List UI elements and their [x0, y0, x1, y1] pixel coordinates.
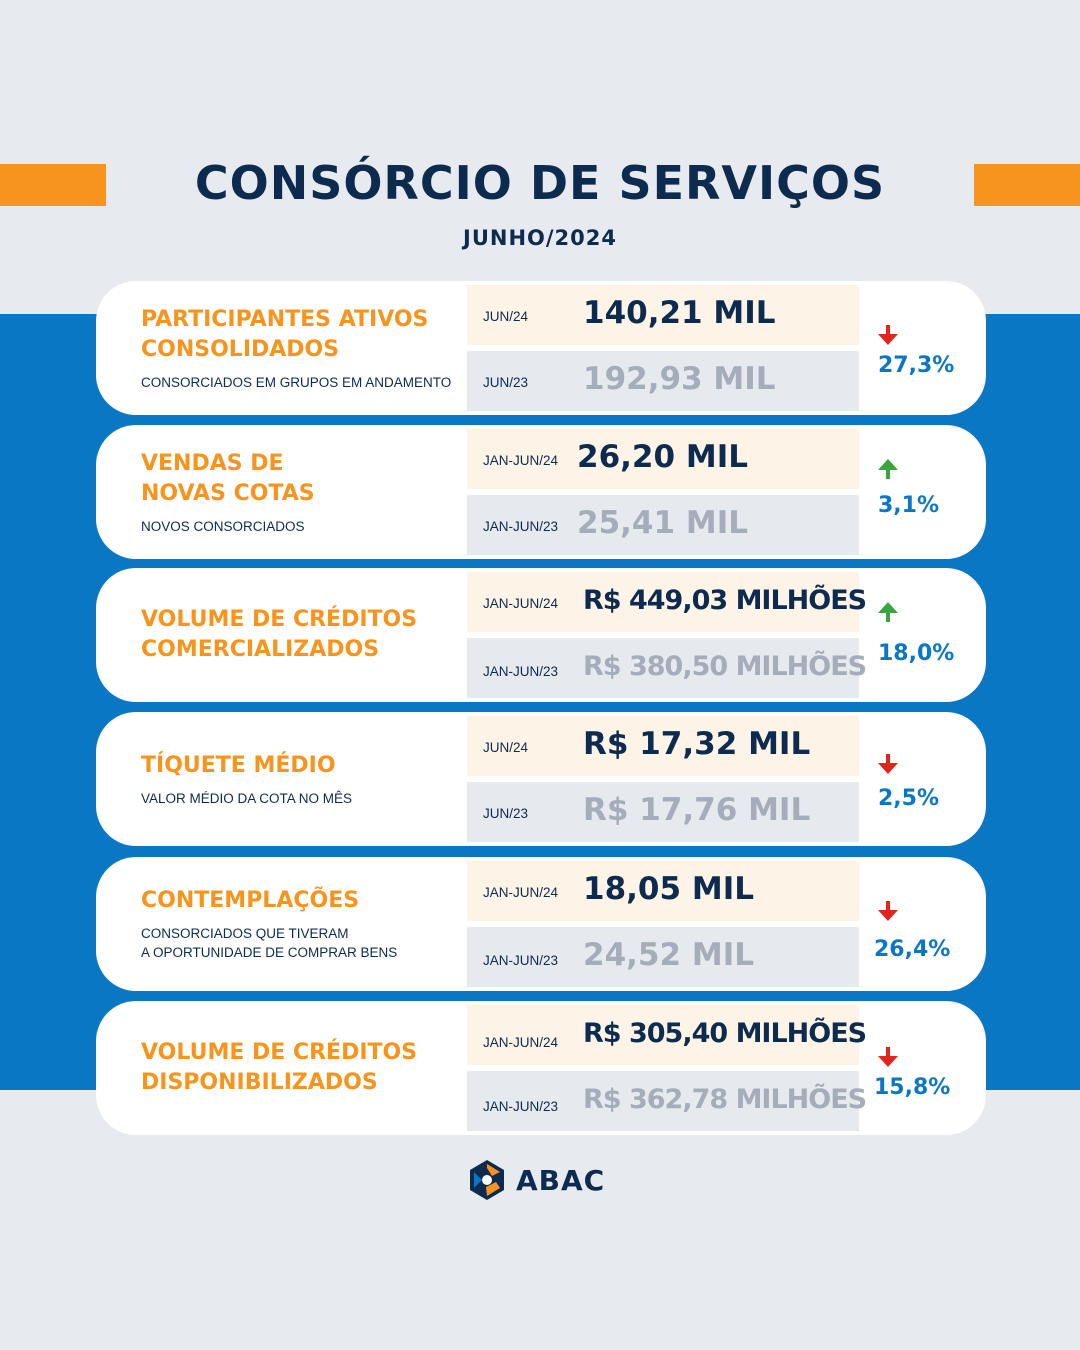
previous-period: JAN-JUN/23 [483, 519, 559, 534]
previous-value: 25,41 MIL [577, 505, 748, 541]
current-value: R$ 449,03 MILHÕES [583, 585, 867, 616]
current-period-row: JAN-JUN/24 R$ 305,40 MILHÕES [467, 1005, 867, 1065]
stat-description: CONSORCIADOS EM GRUPOS EM ANDAMENTO [141, 374, 452, 390]
current-value: 26,20 MIL [577, 439, 748, 475]
change-percentage: 3,1% [878, 493, 940, 518]
right-orange-accent [974, 164, 1080, 206]
previous-period-row: JAN-JUN/23 R$ 362,78 MILHÕES [467, 1071, 867, 1131]
current-period-row: JAN-JUN/24 26,20 MIL [467, 429, 859, 489]
arrow-up-icon [876, 457, 900, 481]
current-period: JUN/24 [483, 740, 529, 755]
arrow-down-icon [876, 1045, 900, 1069]
stat-label: VOLUME DE CRÉDITOS COMERCIALIZADOS [141, 607, 418, 662]
page-title: CONSÓRCIO DE SERVIÇOS [194, 156, 886, 210]
current-period: JAN-JUN/24 [483, 596, 559, 611]
current-value: 18,05 MIL [583, 871, 754, 907]
change-percentage: 2,5% [878, 786, 940, 811]
change-percentage: 27,3% [878, 353, 955, 378]
stat-card-participantes: PARTICIPANTES ATIVOS CONSOLIDADOS CONSOR… [96, 281, 986, 415]
previous-value: 24,52 MIL [583, 937, 754, 973]
abac-logo: ABAC [466, 1158, 616, 1204]
change-percentage: 15,8% [874, 1075, 951, 1100]
stat-label: TÍQUETE MÉDIO [141, 752, 336, 778]
current-value: R$ 17,32 MIL [583, 726, 811, 762]
arrow-down-icon [876, 752, 900, 776]
stat-card-contemplacoes: CONTEMPLAÇÕES CONSORCIADOS QUE TIVERAM A… [96, 857, 986, 991]
arrow-down-icon [876, 899, 900, 923]
stat-card-volume-comercializados: VOLUME DE CRÉDITOS COMERCIALIZADOS JAN-J… [96, 568, 986, 702]
current-period-row: JUN/24 140,21 MIL [467, 285, 859, 345]
previous-period-row: JAN-JUN/23 25,41 MIL [467, 495, 859, 555]
previous-period-row: JUN/23 R$ 17,76 MIL [467, 782, 859, 842]
stat-description: NOVOS CONSORCIADOS [141, 518, 305, 534]
current-period: JUN/24 [483, 309, 529, 324]
abac-logo-text: ABAC [516, 1164, 606, 1197]
previous-value: R$ 362,78 MILHÕES [583, 1084, 867, 1115]
previous-value: R$ 380,50 MILHÕES [583, 651, 867, 682]
current-period-row: JUN/24 R$ 17,32 MIL [467, 716, 859, 776]
previous-period-row: JAN-JUN/23 24,52 MIL [467, 927, 859, 987]
previous-value: R$ 17,76 MIL [583, 792, 811, 828]
previous-period: JAN-JUN/23 [483, 953, 559, 968]
previous-period: JUN/23 [483, 375, 529, 390]
previous-period: JAN-JUN/23 [483, 1099, 559, 1114]
stat-card-tiquete: TÍQUETE MÉDIO VALOR MÉDIO DA COTA NO MÊS… [96, 712, 986, 846]
stat-label: VENDAS DE NOVAS COTAS [141, 450, 315, 506]
change-percentage: 26,4% [874, 937, 951, 962]
previous-value: 192,93 MIL [583, 361, 776, 397]
left-orange-accent [0, 164, 106, 206]
current-period: JAN-JUN/24 [483, 1035, 559, 1050]
previous-period-row: JUN/23 192,93 MIL [467, 351, 859, 411]
stat-card-volume-disponibilizados: VOLUME DE CRÉDITOS DISPONIBILIZADOS JAN-… [96, 1001, 986, 1135]
stat-description: VALOR MÉDIO DA COTA NO MÊS [141, 790, 353, 806]
current-period-row: JAN-JUN/24 R$ 449,03 MILHÕES [467, 572, 867, 632]
arrow-up-icon [876, 600, 900, 624]
stat-label: VOLUME DE CRÉDITOS DISPONIBILIZADOS [141, 1040, 418, 1095]
current-value: 140,21 MIL [583, 295, 776, 331]
stat-label: PARTICIPANTES ATIVOS CONSOLIDADOS [141, 306, 429, 362]
stat-description: CONSORCIADOS QUE TIVERAM A OPORTUNIDADE … [141, 926, 398, 960]
stat-card-vendas: VENDAS DE NOVAS COTAS NOVOS CONSORCIADOS… [96, 425, 986, 559]
current-period: JAN-JUN/24 [483, 453, 559, 468]
previous-period: JAN-JUN/23 [483, 664, 559, 679]
abac-logo-icon [470, 1160, 504, 1200]
page-subtitle: JUNHO/2024 [463, 226, 617, 250]
current-period: JAN-JUN/24 [483, 885, 559, 900]
previous-period: JUN/23 [483, 806, 529, 821]
arrow-down-icon [876, 323, 900, 347]
stat-label: CONTEMPLAÇÕES [141, 888, 360, 913]
change-percentage: 18,0% [878, 641, 955, 666]
current-value: R$ 305,40 MILHÕES [583, 1018, 867, 1049]
previous-period-row: JAN-JUN/23 R$ 380,50 MILHÕES [467, 638, 867, 698]
current-period-row: JAN-JUN/24 18,05 MIL [467, 861, 859, 921]
